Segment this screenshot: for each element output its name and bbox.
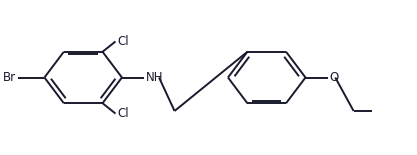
Text: Br: Br [3, 71, 16, 84]
Text: O: O [329, 71, 339, 84]
Text: Cl: Cl [117, 107, 129, 120]
Text: NH: NH [146, 71, 163, 84]
Text: Cl: Cl [117, 35, 129, 48]
